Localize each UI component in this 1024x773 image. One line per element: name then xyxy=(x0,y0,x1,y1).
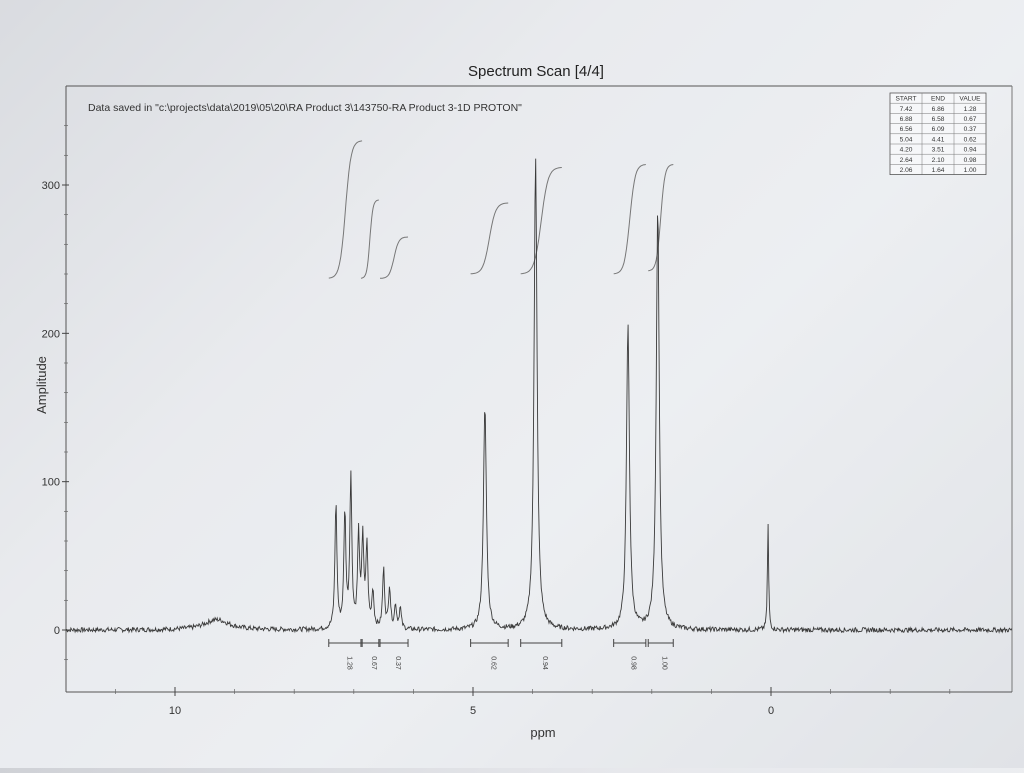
integral-table: START END VALUE 7.42 6.86 1.28 6.88 6.58 0.67 6.5… xyxy=(889,92,987,175)
y-tick-label: 200 xyxy=(42,328,60,340)
integral-table-cell: 3.51 xyxy=(932,147,945,154)
plot-frame xyxy=(65,85,1013,693)
integral-table-cell: 2.10 xyxy=(932,157,945,164)
x-tick-label: 5 xyxy=(470,705,476,717)
integration-regions: 1.28 0.67 0.37 0.62 0.94 0.98 1.00 xyxy=(328,639,674,670)
x-tick-label: 0 xyxy=(768,705,774,717)
integral-table-cell: 0.37 xyxy=(964,126,977,133)
integral-table-cell: 0.62 xyxy=(964,136,977,143)
integral-curve xyxy=(380,236,409,279)
integral-table-cell: 2.64 xyxy=(900,157,913,164)
integral-table-cell: 4.41 xyxy=(932,136,945,143)
integral-curve xyxy=(328,140,363,279)
integral-table-cell: 5.04 xyxy=(900,136,913,143)
integral-table-cell: 0.98 xyxy=(964,157,977,164)
x-tick-label: 10 xyxy=(169,705,181,717)
integral-table-cell: 2.06 xyxy=(900,167,913,174)
integral-table-cell: 0.67 xyxy=(964,116,977,123)
integration-value: 1.00 xyxy=(661,656,668,670)
y-tick-label: 0 xyxy=(54,625,60,637)
integral-curve xyxy=(520,167,562,275)
chart-title: Spectrum Scan [4/4] xyxy=(468,63,604,80)
integral-table-cell: 1.64 xyxy=(932,167,945,174)
integral-table-cell: 7.42 xyxy=(900,106,913,113)
integral-table-cell: 6.58 xyxy=(932,116,945,123)
integral-table-cell: 6.56 xyxy=(900,126,913,133)
integration-value: 0.98 xyxy=(630,656,637,670)
x-axis-label: ppm xyxy=(530,725,555,740)
integral-table-header: VALUE xyxy=(959,96,981,103)
y-tick-label: 100 xyxy=(42,477,60,489)
integral-table-cell: 6.86 xyxy=(932,106,945,113)
integral-table-header: END xyxy=(931,96,945,103)
integration-value: 0.62 xyxy=(489,656,496,670)
axes: 0 100 200 300 10 5 0 xyxy=(42,125,951,717)
y-axis-label: Amplitude xyxy=(34,356,49,414)
integral-curve xyxy=(648,164,674,272)
spectrum-line xyxy=(65,158,1013,634)
integral-curve xyxy=(470,202,509,275)
integral-curve xyxy=(613,164,646,275)
integral-table-header: START xyxy=(895,96,916,103)
data-path-annotation: Data saved in "c:\projects\data\2019\05\… xyxy=(88,102,522,114)
integral-table-cell: 4.20 xyxy=(900,147,913,154)
integration-value: 0.67 xyxy=(370,656,377,670)
spectrum-trace xyxy=(65,158,1013,634)
integral-table-cell: 1.28 xyxy=(964,106,977,113)
integration-value: 0.37 xyxy=(394,656,401,670)
integration-value: 1.28 xyxy=(346,656,353,670)
integral-table-cell: 6.88 xyxy=(900,116,913,123)
integration-value: 0.94 xyxy=(541,656,548,670)
y-tick-label: 300 xyxy=(42,180,60,192)
integral-curves xyxy=(328,140,674,279)
integral-table-cell: 6.09 xyxy=(932,126,945,133)
integral-curve xyxy=(360,199,379,279)
integral-table-cell: 1.00 xyxy=(964,167,977,174)
integral-table-cell: 0.94 xyxy=(964,147,977,154)
